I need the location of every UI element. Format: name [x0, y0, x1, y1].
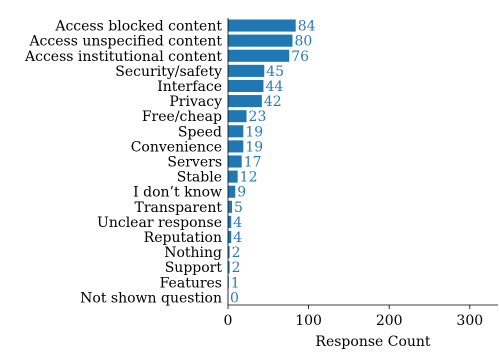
bar: [228, 95, 262, 108]
bar: [228, 155, 242, 168]
value-label: 12: [240, 170, 258, 186]
x-tick-label: 0: [224, 313, 233, 329]
value-label: 0: [230, 290, 239, 306]
bar: [228, 49, 290, 62]
value-label: 44: [265, 79, 283, 95]
category-label: Support: [165, 260, 223, 276]
category-label: Transparent: [134, 200, 222, 216]
bar: [228, 230, 232, 244]
value-label: 80: [294, 34, 312, 50]
category-label: Nothing: [164, 245, 222, 261]
value-label: 4: [233, 215, 242, 231]
value-label: 76: [291, 49, 309, 65]
bar: [228, 19, 296, 32]
bar: [228, 110, 247, 123]
category-label: Security/safety: [115, 64, 222, 80]
x-tick-label: 200: [376, 313, 403, 329]
value-label: 19: [245, 139, 263, 155]
category-label: Unclear response: [97, 215, 222, 231]
bar: [228, 170, 238, 183]
value-label: 5: [234, 200, 243, 216]
bars-group: [228, 19, 296, 289]
value-label: 9: [237, 185, 246, 201]
category-label: Reputation: [144, 230, 222, 246]
category-label: Convenience: [131, 139, 222, 155]
value-label: 23: [249, 109, 267, 125]
bar: [228, 185, 236, 198]
value-label: 19: [245, 124, 263, 140]
bar: [228, 276, 229, 289]
value-label: 84: [298, 19, 316, 35]
category-label: Access unspecified content: [28, 34, 222, 50]
bar: [228, 200, 233, 213]
category-label: Interface: [157, 79, 222, 95]
bar: [228, 140, 244, 153]
category-label: Servers: [167, 155, 222, 171]
category-label: Access institutional content: [24, 49, 222, 65]
value-label: 2: [232, 260, 241, 276]
x-axis-title: Response Count: [315, 334, 431, 350]
value-label: 45: [266, 64, 284, 80]
x-tick-label: 100: [295, 313, 322, 329]
category-label: Speed: [178, 124, 222, 140]
bar: [228, 246, 230, 259]
value-label: 17: [244, 155, 262, 171]
value-label: 1: [231, 275, 240, 291]
value-label: 4: [233, 230, 242, 246]
category-label: Features: [160, 275, 222, 291]
x-ticks: 0 100 200 300: [224, 305, 483, 329]
bar: [228, 215, 232, 228]
bar: [228, 261, 230, 274]
category-label: Stable: [177, 170, 222, 186]
bar: [228, 64, 265, 77]
category-label: I don’t know: [133, 185, 222, 201]
bar: [228, 34, 293, 47]
x-tick-label: 300: [456, 313, 483, 329]
bar: [228, 79, 264, 93]
category-label: Free/cheap: [142, 109, 222, 125]
category-label: Not shown question: [80, 290, 222, 306]
category-label: Privacy: [169, 94, 222, 110]
value-label: 2: [232, 245, 241, 261]
category-label: Access blocked content: [54, 19, 222, 35]
bar: [228, 125, 244, 138]
value-label: 42: [264, 94, 282, 110]
